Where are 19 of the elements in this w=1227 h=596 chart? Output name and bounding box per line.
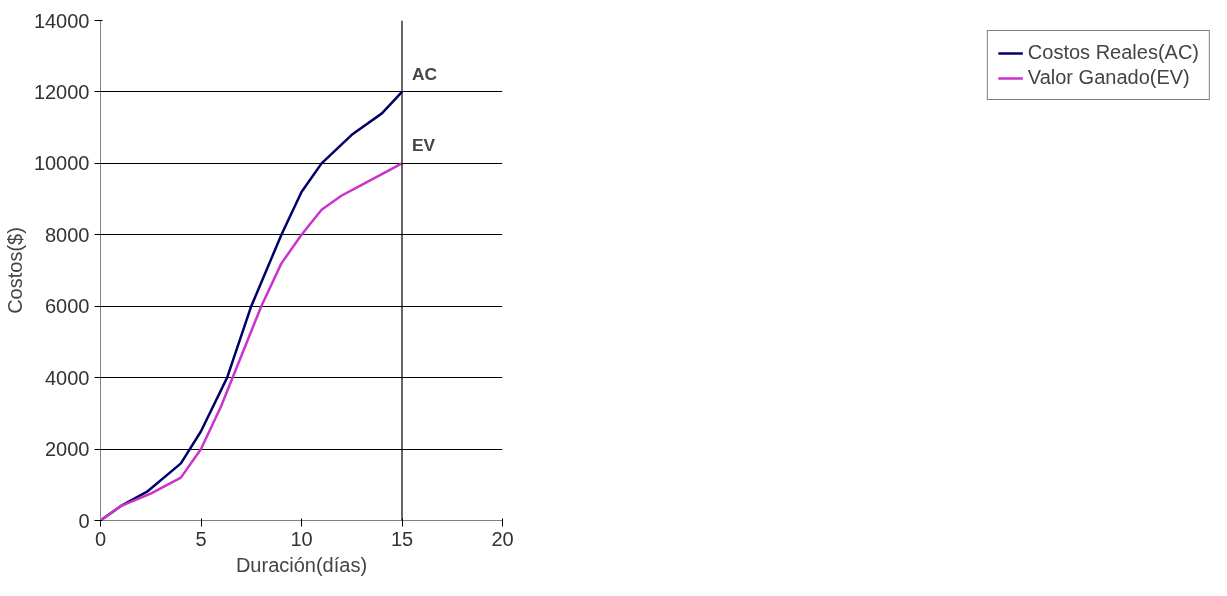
x-tick-label: 0 — [94, 527, 107, 550]
x-tick-label: 10 — [290, 527, 313, 550]
annotation: EV — [412, 135, 436, 156]
y-tick-label: 12000 — [33, 80, 90, 103]
legend-label: Costos Reales(AC) — [1027, 41, 1199, 64]
annotation: AC — [412, 63, 438, 84]
y-tick-label: 14000 — [33, 9, 90, 32]
y-tick-label: 4000 — [45, 366, 90, 389]
y-tick-label: 10000 — [33, 152, 90, 175]
y-tick-label: 2000 — [45, 438, 90, 461]
legend-label: Valor Ganado(EV) — [1027, 66, 1190, 89]
x-axis-title: Duración(días) — [235, 553, 368, 576]
x-tick-label: 20 — [491, 527, 514, 550]
y-tick-label: 0 — [78, 509, 90, 532]
y-axis-title: Costos($) — [3, 227, 26, 314]
x-tick-label: 15 — [390, 527, 414, 550]
y-tick-label: 6000 — [45, 295, 90, 318]
x-tick-label: 5 — [195, 527, 207, 550]
y-tick-label: 8000 — [45, 223, 90, 246]
